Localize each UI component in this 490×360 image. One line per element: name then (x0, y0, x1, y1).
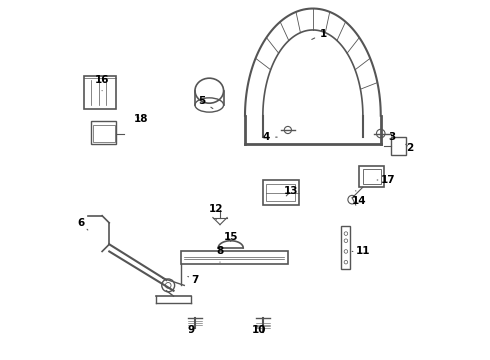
Bar (267, 184, 295, 202)
Bar (92, 121, 117, 144)
Bar (181, 251, 288, 264)
Text: 8: 8 (217, 247, 223, 262)
Bar (84, 76, 117, 109)
Text: 6: 6 (77, 218, 88, 230)
Text: 10: 10 (252, 325, 267, 335)
Text: 4: 4 (263, 132, 277, 142)
Bar (342, 226, 350, 269)
Bar (392, 137, 406, 155)
Text: 16: 16 (95, 75, 109, 91)
Text: 12: 12 (209, 203, 223, 219)
Text: 15: 15 (223, 232, 238, 242)
Text: 2: 2 (406, 143, 413, 153)
Text: 5: 5 (198, 96, 213, 109)
Text: 7: 7 (188, 275, 198, 285)
Bar (93, 125, 115, 143)
Bar (363, 169, 381, 184)
Text: 1: 1 (312, 28, 327, 40)
Bar (263, 180, 298, 205)
Text: 3: 3 (381, 132, 395, 142)
Text: 17: 17 (377, 175, 395, 185)
Text: 9: 9 (188, 325, 195, 335)
Bar (359, 166, 384, 187)
Text: 13: 13 (284, 186, 299, 196)
Text: 14: 14 (352, 191, 367, 206)
Text: 11: 11 (352, 247, 370, 256)
Text: 18: 18 (134, 114, 148, 124)
